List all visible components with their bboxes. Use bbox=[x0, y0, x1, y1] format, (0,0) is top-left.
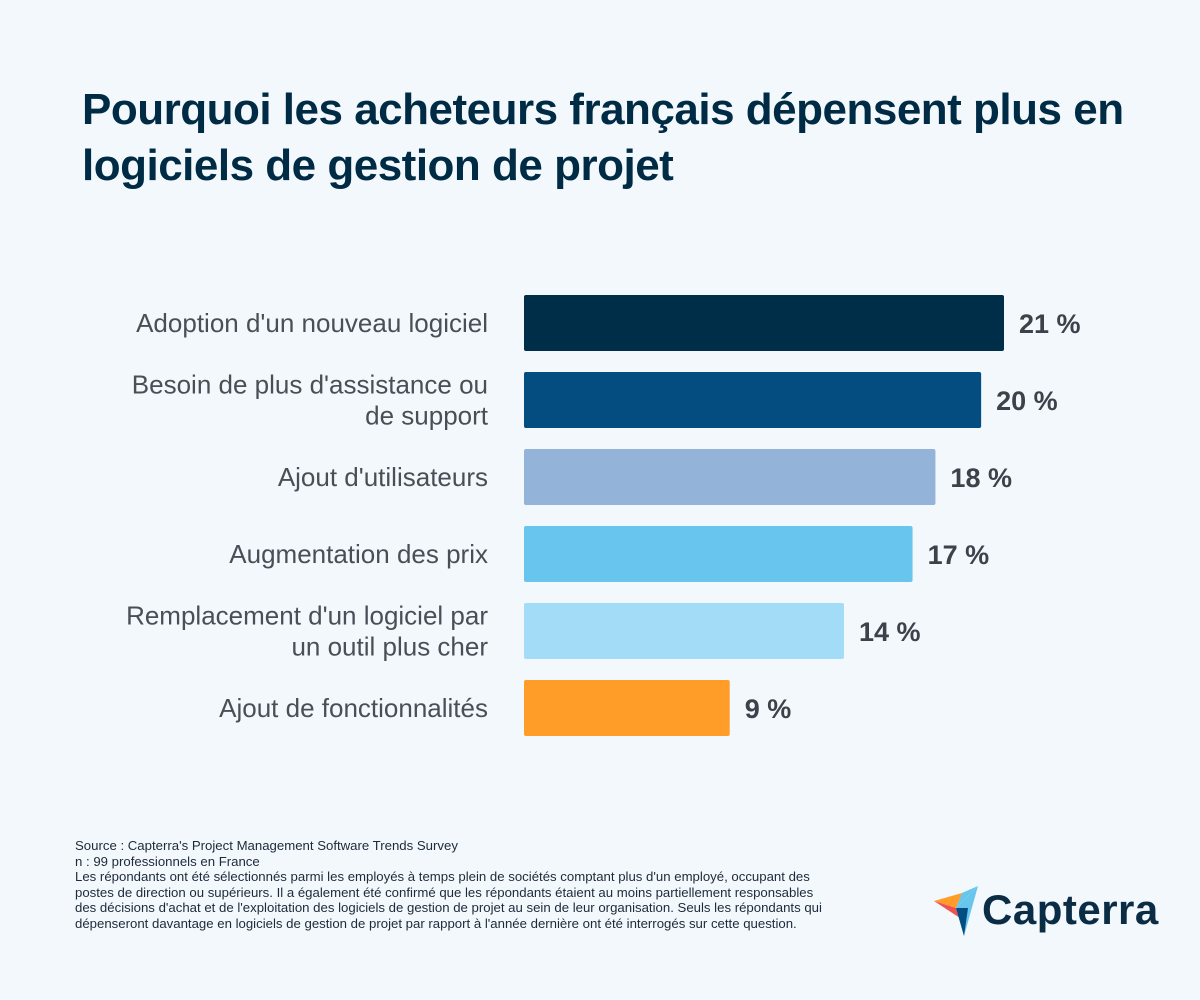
category-label: Adoption d'un nouveau logiciel bbox=[136, 308, 488, 338]
bar bbox=[524, 449, 936, 505]
category-label: Ajout d'utilisateurs bbox=[278, 462, 488, 492]
category-label: de support bbox=[365, 401, 489, 431]
value-label: 9 % bbox=[745, 694, 792, 724]
source-note: Source : Capterra's Project Management S… bbox=[75, 838, 458, 853]
methodology-note: Les répondants ont été sélectionnés parm… bbox=[75, 869, 822, 931]
category-label: Ajout de fonctionnalités bbox=[219, 693, 488, 723]
value-label: 17 % bbox=[928, 540, 990, 570]
value-label: 18 % bbox=[950, 463, 1012, 493]
category-label: Besoin de plus d'assistance ou bbox=[132, 370, 488, 400]
value-label: 14 % bbox=[859, 617, 921, 647]
bar bbox=[524, 295, 1004, 351]
bar bbox=[524, 526, 913, 582]
sample-note: n : 99 professionnels en France bbox=[75, 853, 260, 869]
category-label: un outil plus cher bbox=[291, 632, 488, 662]
bar bbox=[524, 372, 982, 428]
chart-title: Pourquoi les acheteurs français dépensen… bbox=[82, 85, 1124, 190]
bar bbox=[524, 680, 730, 736]
capterra-logo: Capterra bbox=[932, 884, 1162, 944]
value-label: 21 % bbox=[1019, 309, 1081, 339]
category-label: Augmentation des prix bbox=[229, 539, 488, 569]
logo-text: Capterra bbox=[982, 886, 1159, 933]
bar bbox=[524, 603, 844, 659]
value-label: 20 % bbox=[996, 386, 1058, 416]
footer-notes: Source : Capterra's Project Management S… bbox=[75, 838, 835, 931]
capterra-arrow-icon bbox=[934, 886, 978, 936]
category-label: Remplacement d'un logiciel par bbox=[126, 601, 488, 631]
